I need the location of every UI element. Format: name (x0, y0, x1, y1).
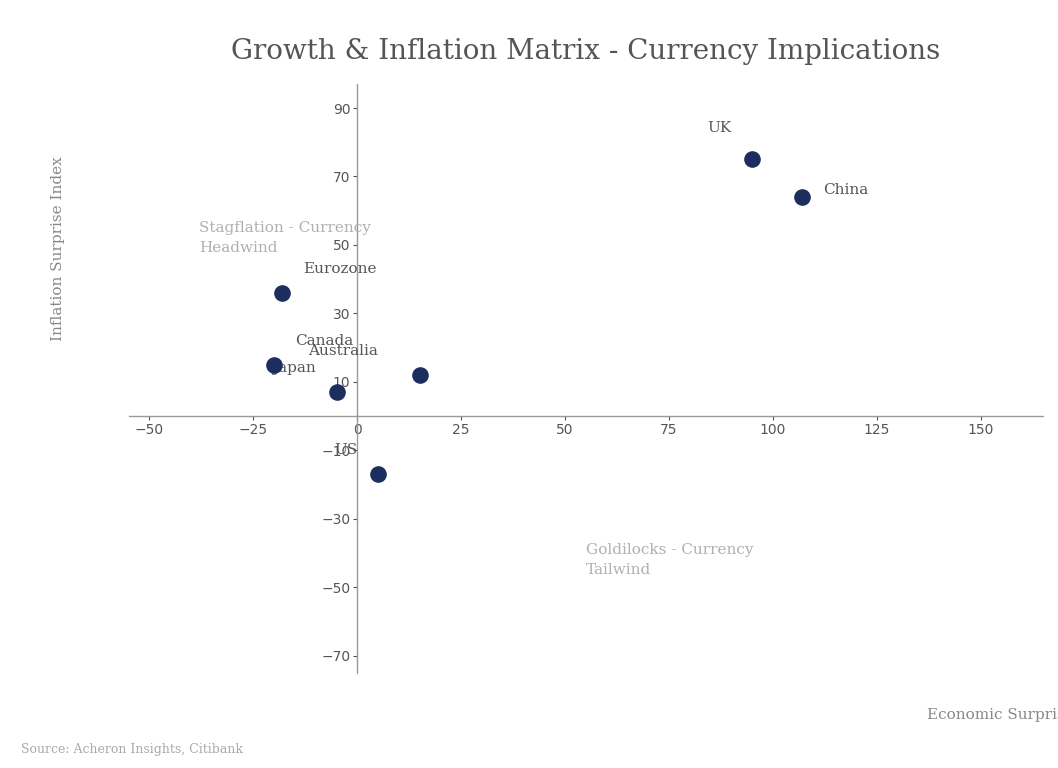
Text: Eurozone: Eurozone (304, 262, 377, 276)
Point (412, 369, 428, 381)
Text: Goldilocks - Currency
Tailwind: Goldilocks - Currency Tailwind (586, 543, 753, 577)
Text: Australia: Australia (308, 344, 378, 358)
Title: Growth & Inflation Matrix - Currency Implications: Growth & Inflation Matrix - Currency Imp… (232, 38, 941, 65)
Point (274, 286, 291, 299)
Text: Canada: Canada (295, 333, 353, 348)
Text: UK: UK (707, 121, 731, 135)
X-axis label: Economic Surprise Index: Economic Surprise Index (927, 708, 1058, 722)
Text: Source: Acheron Insights, Citibank: Source: Acheron Insights, Citibank (21, 743, 243, 756)
Text: Stagflation - Currency
Headwind: Stagflation - Currency Headwind (199, 221, 371, 255)
Point (266, 359, 282, 371)
Point (369, 468, 386, 481)
Y-axis label: Inflation Surprise Index: Inflation Surprise Index (51, 157, 65, 341)
Text: US: US (334, 443, 358, 457)
Point (744, 153, 761, 165)
Point (794, 191, 810, 204)
Text: Japan: Japan (272, 361, 315, 375)
Point (328, 386, 345, 399)
Text: China: China (823, 183, 868, 197)
